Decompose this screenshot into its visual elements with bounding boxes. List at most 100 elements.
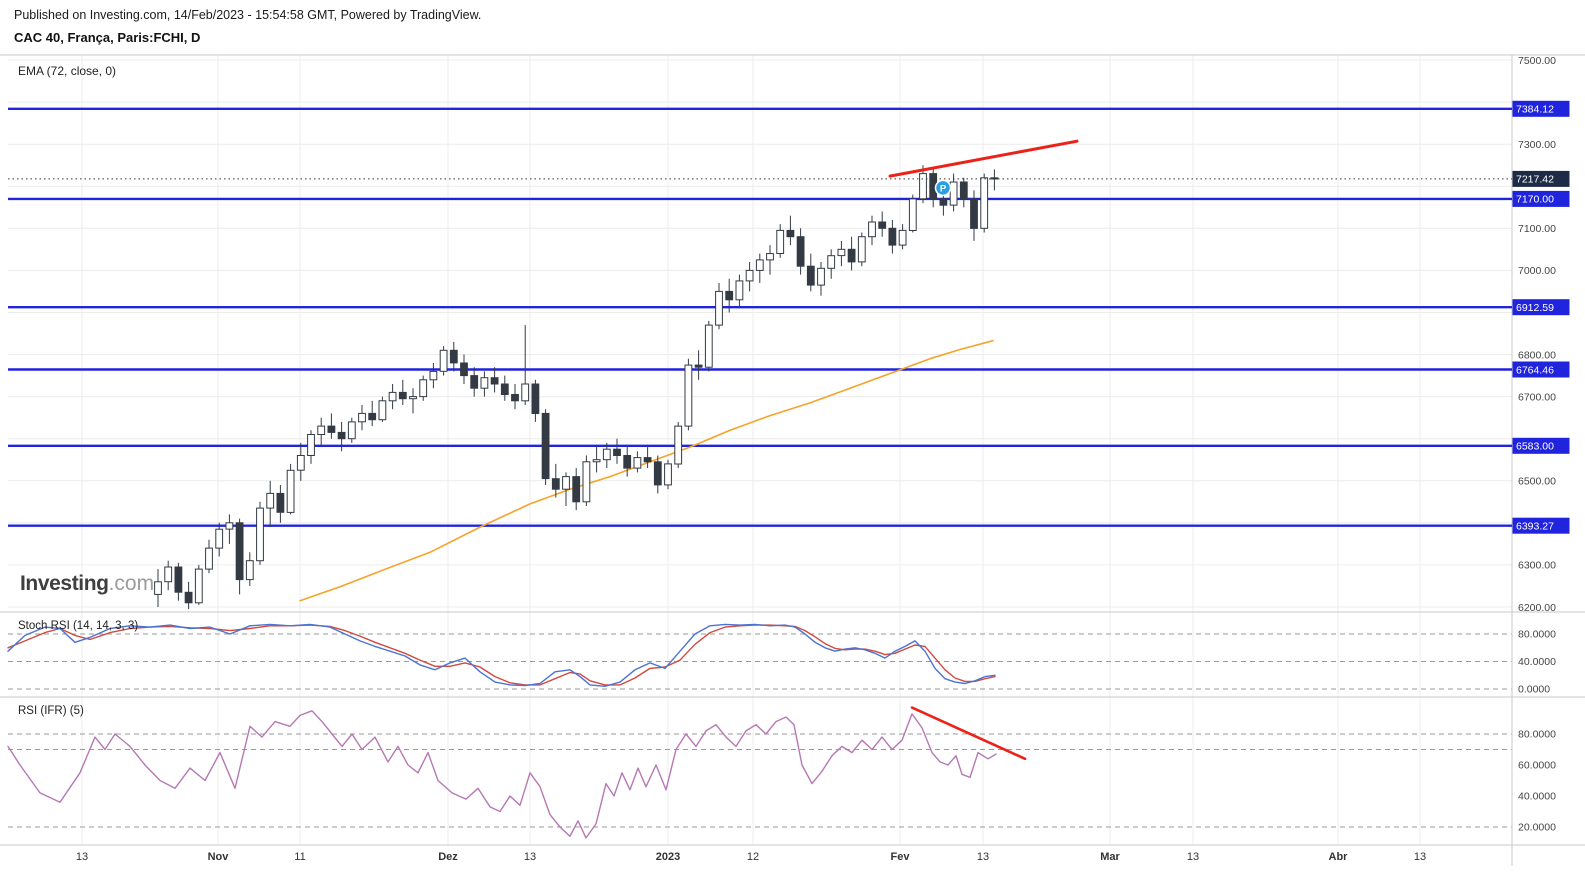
price-level-label-box <box>1512 190 1570 207</box>
candle-body <box>317 425 326 436</box>
ema-line <box>299 339 994 602</box>
candle-body <box>959 181 968 200</box>
price-level-label-box <box>1512 361 1570 378</box>
candle-body <box>806 265 815 286</box>
price-tick-label: 6200.00 <box>1518 602 1556 614</box>
time-tick-label: 13 <box>76 851 88 863</box>
candle-body <box>704 324 713 368</box>
candle-body <box>184 591 193 604</box>
candle-body <box>205 547 213 570</box>
candle-body <box>602 448 611 461</box>
candle-body <box>460 362 468 377</box>
candle-body <box>296 455 305 471</box>
last-price-label: 7217.42 <box>1516 174 1554 186</box>
price-tick-label: 7000.00 <box>1518 265 1556 277</box>
investing-logo: Investing.com <box>20 573 154 594</box>
candle-body <box>541 412 550 480</box>
candle-body <box>521 383 530 402</box>
candle-body <box>154 581 162 595</box>
price-level-label: 6912.59 <box>1516 302 1554 314</box>
candle-body <box>878 221 887 229</box>
candle-body <box>490 377 499 385</box>
price-level-label-box <box>1512 517 1570 534</box>
price-tick-label: 7100.00 <box>1518 223 1556 235</box>
ema-indicator-label[interactable]: EMA (72, close, 0) <box>18 64 117 78</box>
candle-body <box>531 383 540 414</box>
rsi-tick-label: 60.0000 <box>1518 760 1556 772</box>
candle-body <box>623 455 632 469</box>
candle-body <box>868 221 876 238</box>
candle-body <box>235 522 244 581</box>
rsi-line <box>7 710 997 839</box>
candle-body <box>358 412 366 423</box>
time-tick-label: Fev <box>891 851 911 863</box>
candle-body <box>327 425 336 433</box>
rsi-tick-label: 20.0000 <box>1518 822 1556 834</box>
chart-plot-area[interactable] <box>8 55 1512 845</box>
published-line: Published on Investing.com, 14/Feb/2023 … <box>14 8 482 22</box>
time-tick-label: 13 <box>977 851 989 863</box>
price-level-label-box <box>1512 299 1570 316</box>
candle-body <box>449 349 458 364</box>
candle-body <box>653 461 662 486</box>
time-tick-label: Abr <box>1329 851 1349 863</box>
candle-body <box>500 383 509 395</box>
price-tick-label: 7300.00 <box>1518 139 1556 151</box>
time-tick-label: 13 <box>524 851 536 863</box>
rsi-trendline <box>910 706 1027 761</box>
candle-body <box>582 461 591 503</box>
time-tick-label: 12 <box>747 851 759 863</box>
candle-body <box>674 425 683 465</box>
price-level-label-box <box>1512 437 1570 454</box>
candle-body <box>337 431 346 440</box>
candle-body <box>837 248 846 257</box>
chart-header: Published on Investing.com, 14/Feb/2023 … <box>14 8 481 45</box>
candle-body <box>551 478 560 490</box>
price-level-label: 6393.27 <box>1516 521 1554 533</box>
rsi-tick-label: 40.0000 <box>1518 791 1556 803</box>
stoch-d-line <box>7 624 996 686</box>
candle-body <box>725 290 734 301</box>
candle-body <box>572 476 581 503</box>
candle-body <box>266 492 275 509</box>
price-tick-label: 7500.00 <box>1518 55 1556 67</box>
time-tick-label: Mar <box>1100 851 1120 863</box>
publish-marker-icon[interactable] <box>934 179 952 197</box>
time-tick-label: Nov <box>208 851 230 863</box>
stoch-tick-label: 40.0000 <box>1518 656 1556 668</box>
stoch-rsi-indicator-label[interactable]: Stoch RSI (14, 14, 3, 3) <box>18 620 139 632</box>
instrument-title: CAC 40, França, Paris:FCHI, D <box>14 30 201 45</box>
rsi-tick-label: 80.0000 <box>1518 729 1556 741</box>
candle-body <box>939 198 948 206</box>
candle-body <box>908 198 917 231</box>
last-price-label-box <box>1512 170 1570 187</box>
candle-body <box>256 507 264 562</box>
candle-body <box>419 379 428 398</box>
stoch-tick-label: 80.0000 <box>1518 629 1556 641</box>
time-tick-label: Dez <box>438 851 458 863</box>
resistance-trendline <box>888 139 1079 178</box>
candle-body <box>215 528 224 549</box>
candle-body <box>694 364 703 368</box>
time-tick-label: 13 <box>1414 851 1426 863</box>
time-tick-label: 13 <box>1187 851 1199 863</box>
price-level-label: 7170.00 <box>1516 194 1554 206</box>
candle-body <box>633 457 642 469</box>
candle-body <box>286 469 295 513</box>
candle-body <box>245 560 254 581</box>
candle-body <box>766 253 774 261</box>
price-level-label: 6583.00 <box>1516 441 1554 453</box>
candle-body <box>888 227 897 246</box>
candle-body <box>970 198 978 229</box>
time-tick-label: 11 <box>294 851 305 863</box>
candle-body <box>796 236 805 267</box>
candle-body <box>857 236 866 263</box>
candle-body <box>745 269 754 282</box>
price-level-label-box <box>1512 100 1570 117</box>
candle-body <box>562 476 570 490</box>
candle-body <box>786 229 795 238</box>
rsi-indicator-label[interactable]: RSI (IFR) (5) <box>18 705 84 717</box>
candle-body <box>980 177 989 229</box>
